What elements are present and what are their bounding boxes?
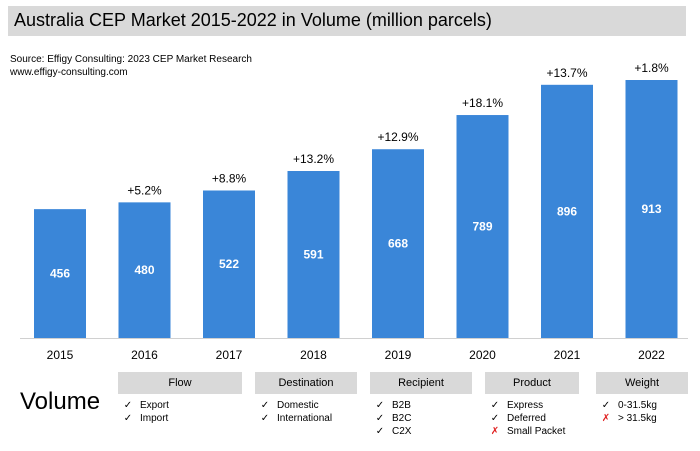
legend-item-text: B2C bbox=[392, 413, 412, 424]
legend-item-text: > 31.5kg bbox=[618, 413, 657, 424]
legend-item: ✓ Deferred bbox=[485, 412, 579, 425]
cross-icon: ✗ bbox=[601, 413, 611, 424]
bar-chart: 456 2015 480 +5.2% 2016 522 +8.8% 2017 591 +13.2%… bbox=[20, 61, 688, 362]
bar-2016 bbox=[118, 202, 171, 338]
bar-value-label: 480 bbox=[134, 263, 154, 277]
legend-item-text: B2B bbox=[392, 400, 411, 411]
x-tick-label: 2015 bbox=[47, 348, 74, 362]
source-line: Source: Effigy Consulting: 2023 CEP Mark… bbox=[10, 54, 252, 65]
legend-item-list: ✓ Domestic ✓ International bbox=[255, 394, 357, 425]
legend-item-list: ✓ Export ✓ Import bbox=[118, 394, 242, 425]
checkmark-icon: ✓ bbox=[375, 426, 385, 437]
legend-item: ✓ Express bbox=[485, 399, 579, 412]
legend-column-product: Product ✓ Express ✓ Deferred ✗ Small Packet bbox=[485, 372, 579, 438]
legend-item: ✓ B2C bbox=[370, 412, 472, 425]
bar-value-label: 668 bbox=[388, 237, 408, 251]
bar-2022 bbox=[625, 80, 678, 338]
chart-title: Australia CEP Market 2015-2022 in Volume… bbox=[14, 10, 492, 30]
legend-item-list: ✓ Express ✓ Deferred ✗ Small Packet bbox=[485, 394, 579, 438]
growth-label: +18.1% bbox=[462, 96, 503, 110]
legend-item: ✗ > 31.5kg bbox=[596, 412, 688, 425]
legend-item-text: Deferred bbox=[507, 413, 546, 424]
bar-2018 bbox=[287, 170, 340, 338]
title-bar: Australia CEP Market 2015-2022 in Volume… bbox=[8, 6, 686, 36]
bar-2019 bbox=[372, 149, 424, 338]
checkmark-icon: ✓ bbox=[260, 413, 270, 424]
legend-item-text: Small Packet bbox=[507, 426, 566, 437]
legend-header: Recipient bbox=[370, 372, 472, 394]
growth-label: +5.2% bbox=[127, 183, 162, 197]
legend-column-destination: Destination ✓ Domestic ✓ International bbox=[255, 372, 357, 425]
legend-header: Product bbox=[485, 372, 579, 394]
bar-2020 bbox=[456, 115, 509, 338]
bar-value-label: 591 bbox=[303, 247, 323, 261]
growth-label: +8.8% bbox=[212, 171, 247, 185]
x-tick-label: 2017 bbox=[216, 348, 243, 362]
legend-item-text: 0-31.5kg bbox=[618, 400, 657, 411]
checkmark-icon: ✓ bbox=[375, 400, 385, 411]
bar-value-label: 789 bbox=[472, 220, 492, 234]
bar-value-label: 522 bbox=[219, 257, 239, 271]
legend-item-text: C2X bbox=[392, 426, 412, 437]
legend-item-text: Export bbox=[140, 400, 169, 411]
legend-item-text: Express bbox=[507, 400, 544, 411]
bar-value-label: 456 bbox=[50, 267, 70, 281]
checkmark-icon: ✓ bbox=[601, 400, 611, 411]
bar-2017 bbox=[203, 190, 255, 338]
legend-item-list: ✓ 0-31.5kg ✗ > 31.5kg bbox=[596, 394, 688, 425]
legend-item: ✗ Small Packet bbox=[485, 425, 579, 438]
growth-label: +13.2% bbox=[293, 152, 334, 166]
legend-column-recipient: Recipient ✓ B2B ✓ B2C ✓ C2X bbox=[370, 372, 472, 438]
checkmark-icon: ✓ bbox=[123, 400, 133, 411]
x-tick-label: 2022 bbox=[638, 348, 665, 362]
checkmark-icon: ✓ bbox=[490, 400, 500, 411]
legend-item-text: International bbox=[277, 413, 333, 424]
legend-item-text: Domestic bbox=[277, 400, 319, 411]
x-tick-label: 2020 bbox=[469, 348, 496, 362]
x-tick-label: 2018 bbox=[300, 348, 327, 362]
legend-item: ✓ International bbox=[255, 412, 357, 425]
checkmark-icon: ✓ bbox=[375, 413, 385, 424]
checkmark-icon: ✓ bbox=[490, 413, 500, 424]
legend-item: ✓ Export bbox=[118, 399, 242, 412]
legend-item: ✓ Import bbox=[118, 412, 242, 425]
legend-header: Destination bbox=[255, 372, 357, 394]
bar-value-label: 913 bbox=[641, 202, 661, 216]
legend-item: ✓ Domestic bbox=[255, 399, 357, 412]
legend-header: Flow bbox=[118, 372, 242, 394]
legend-item: ✓ C2X bbox=[370, 425, 472, 438]
legend-header: Weight bbox=[596, 372, 688, 394]
growth-label: +13.7% bbox=[546, 66, 587, 80]
bar-value-label: 896 bbox=[557, 204, 577, 218]
legend-item-text: Import bbox=[140, 413, 169, 424]
x-tick-label: 2021 bbox=[554, 348, 581, 362]
x-tick-label: 2016 bbox=[131, 348, 158, 362]
cross-icon: ✗ bbox=[490, 426, 500, 437]
legend-column-weight: Weight ✓ 0-31.5kg ✗ > 31.5kg bbox=[596, 372, 688, 425]
checkmark-icon: ✓ bbox=[260, 400, 270, 411]
checkmark-icon: ✓ bbox=[123, 413, 133, 424]
legend-column-flow: Flow ✓ Export ✓ Import bbox=[118, 372, 242, 425]
growth-label: +1.8% bbox=[634, 61, 669, 75]
legend-item: ✓ B2B bbox=[370, 399, 472, 412]
x-tick-label: 2019 bbox=[385, 348, 412, 362]
legend-item-list: ✓ B2B ✓ B2C ✓ C2X bbox=[370, 394, 472, 438]
bar-2021 bbox=[541, 84, 593, 338]
growth-label: +12.9% bbox=[377, 130, 418, 144]
legend-item: ✓ 0-31.5kg bbox=[596, 399, 688, 412]
volume-label: Volume bbox=[20, 388, 101, 415]
bar-2015 bbox=[34, 209, 86, 338]
source-url: www.effigy-consulting.com bbox=[10, 67, 128, 78]
